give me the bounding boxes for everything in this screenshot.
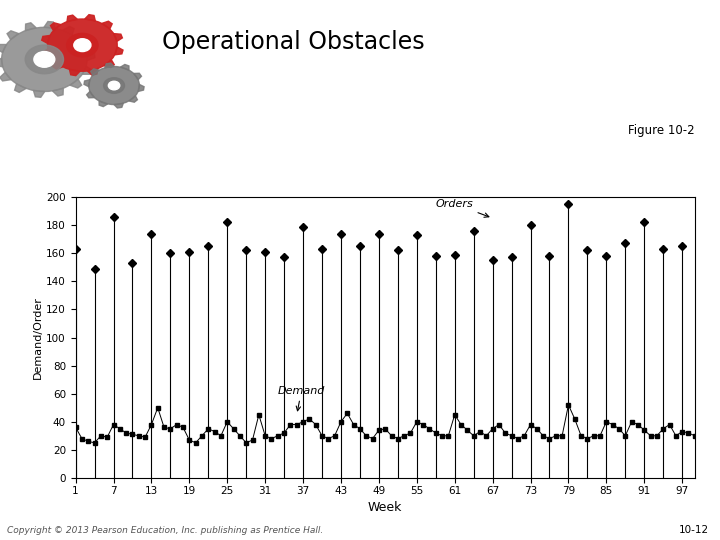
Polygon shape bbox=[67, 15, 78, 22]
Polygon shape bbox=[99, 101, 108, 106]
Polygon shape bbox=[86, 91, 94, 98]
Polygon shape bbox=[44, 22, 55, 29]
Circle shape bbox=[108, 81, 120, 90]
Polygon shape bbox=[0, 44, 6, 52]
Polygon shape bbox=[134, 73, 141, 80]
Polygon shape bbox=[102, 21, 112, 29]
Polygon shape bbox=[69, 70, 80, 76]
Text: Orders: Orders bbox=[436, 199, 489, 217]
Polygon shape bbox=[91, 69, 99, 75]
Polygon shape bbox=[70, 79, 81, 88]
Polygon shape bbox=[105, 63, 114, 68]
Polygon shape bbox=[42, 49, 51, 57]
Polygon shape bbox=[7, 31, 19, 39]
Circle shape bbox=[1, 28, 87, 91]
Text: Copyright © 2013 Pearson Education, Inc. publishing as Prentice Hall.: Copyright © 2013 Pearson Education, Inc.… bbox=[7, 525, 323, 535]
Circle shape bbox=[104, 78, 125, 93]
Polygon shape bbox=[138, 84, 144, 91]
Text: 10-12: 10-12 bbox=[679, 524, 709, 535]
Text: Demand: Demand bbox=[278, 386, 325, 411]
Circle shape bbox=[89, 66, 140, 105]
Y-axis label: Demand/Order: Demand/Order bbox=[33, 296, 43, 379]
Text: Figure 10-2: Figure 10-2 bbox=[628, 124, 695, 137]
Polygon shape bbox=[129, 96, 138, 102]
Polygon shape bbox=[104, 60, 114, 68]
Polygon shape bbox=[114, 103, 123, 108]
Polygon shape bbox=[84, 79, 90, 87]
Text: Operational Obstacles: Operational Obstacles bbox=[162, 30, 425, 53]
Polygon shape bbox=[78, 38, 89, 46]
Polygon shape bbox=[86, 52, 95, 60]
Polygon shape bbox=[33, 90, 45, 97]
Polygon shape bbox=[85, 15, 95, 21]
Polygon shape bbox=[53, 62, 63, 69]
Polygon shape bbox=[25, 23, 36, 31]
Polygon shape bbox=[42, 36, 50, 43]
Circle shape bbox=[25, 45, 63, 74]
Polygon shape bbox=[50, 23, 60, 31]
Polygon shape bbox=[114, 33, 122, 42]
Polygon shape bbox=[14, 84, 26, 92]
Polygon shape bbox=[53, 88, 63, 96]
X-axis label: Week: Week bbox=[368, 501, 402, 514]
Polygon shape bbox=[87, 69, 98, 75]
Circle shape bbox=[34, 51, 55, 68]
Polygon shape bbox=[120, 64, 129, 70]
Circle shape bbox=[48, 19, 117, 71]
Polygon shape bbox=[82, 66, 93, 75]
Polygon shape bbox=[114, 47, 123, 55]
Circle shape bbox=[67, 33, 98, 57]
Polygon shape bbox=[0, 72, 12, 81]
Circle shape bbox=[74, 39, 91, 51]
Polygon shape bbox=[0, 58, 3, 67]
Polygon shape bbox=[63, 26, 74, 35]
